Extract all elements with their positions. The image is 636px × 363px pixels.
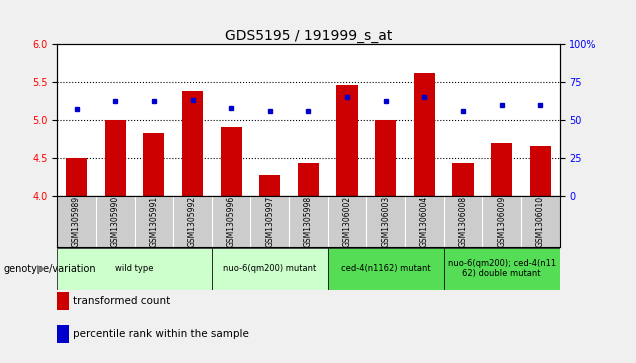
- Title: GDS5195 / 191999_s_at: GDS5195 / 191999_s_at: [225, 29, 392, 42]
- Text: GSM1306004: GSM1306004: [420, 196, 429, 247]
- Text: GSM1306009: GSM1306009: [497, 196, 506, 247]
- Bar: [182, 91, 203, 196]
- Bar: [530, 146, 551, 196]
- Bar: [104, 120, 126, 196]
- Bar: [336, 85, 357, 196]
- Text: genotype/variation: genotype/variation: [3, 264, 96, 274]
- Text: wild type: wild type: [115, 264, 154, 273]
- Bar: [414, 73, 435, 196]
- Bar: [375, 120, 396, 196]
- Text: nuo-6(qm200); ced-4(n11
62) double mutant: nuo-6(qm200); ced-4(n11 62) double mutan…: [448, 259, 556, 278]
- Text: GSM1305998: GSM1305998: [304, 196, 313, 247]
- Text: GSM1305992: GSM1305992: [188, 196, 197, 247]
- Bar: [259, 175, 280, 196]
- Text: percentile rank within the sample: percentile rank within the sample: [73, 329, 249, 339]
- Text: GSM1305996: GSM1305996: [226, 196, 236, 247]
- Text: GSM1306003: GSM1306003: [381, 196, 391, 247]
- Text: GSM1305990: GSM1305990: [111, 196, 120, 247]
- Text: GSM1306002: GSM1306002: [343, 196, 352, 247]
- Bar: [57, 248, 212, 290]
- Text: nuo-6(qm200) mutant: nuo-6(qm200) mutant: [223, 264, 317, 273]
- Bar: [221, 127, 242, 196]
- Text: GSM1306008: GSM1306008: [459, 196, 467, 247]
- Bar: [491, 143, 513, 196]
- Bar: [328, 248, 444, 290]
- Bar: [66, 158, 87, 196]
- Bar: [444, 248, 560, 290]
- Text: GSM1305989: GSM1305989: [72, 196, 81, 247]
- Bar: [452, 163, 474, 196]
- Text: ▶: ▶: [37, 264, 46, 274]
- Bar: [212, 248, 328, 290]
- Text: ced-4(n1162) mutant: ced-4(n1162) mutant: [341, 264, 431, 273]
- Text: GSM1306010: GSM1306010: [536, 196, 545, 247]
- Text: GSM1305997: GSM1305997: [265, 196, 274, 247]
- Text: transformed count: transformed count: [73, 296, 170, 306]
- Bar: [143, 133, 165, 196]
- Text: GSM1305991: GSM1305991: [149, 196, 158, 247]
- Bar: [298, 163, 319, 196]
